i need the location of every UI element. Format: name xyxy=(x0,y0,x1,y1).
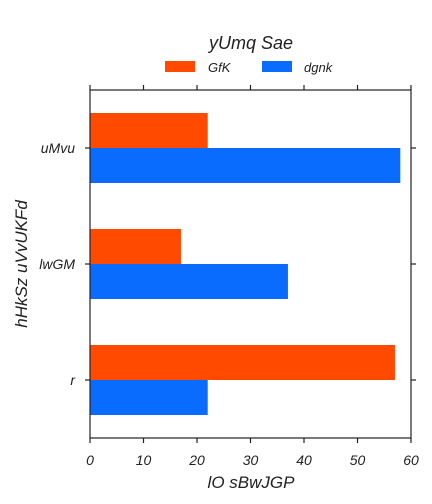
legend: GfK dgnk xyxy=(165,60,334,75)
legend-swatch-gfk xyxy=(165,61,195,72)
y-tick-label-uMvu: uMvu xyxy=(41,140,75,156)
bars-group xyxy=(90,113,401,415)
ticks-group: uMvu lwGM r 0 10 20 30 40 50 60 xyxy=(39,85,419,468)
x-tick-label-10: 10 xyxy=(136,452,152,468)
bar-GfK-lwGM xyxy=(90,229,181,264)
legend-swatch-dgnk xyxy=(262,61,292,72)
bar-dgnk-uMvu xyxy=(90,148,401,183)
x-tick-label-20: 20 xyxy=(188,452,205,468)
x-tick-label-60: 60 xyxy=(403,452,419,468)
plot-frame xyxy=(89,89,412,439)
bar-GfK-r xyxy=(90,345,395,380)
x-axis-label: lO sBwJGP xyxy=(208,473,296,492)
bar-GfK-uMvu xyxy=(90,113,208,148)
bar-dgnk-lwGM xyxy=(90,264,288,299)
chart-title: yUmq Sae xyxy=(207,33,293,53)
legend-label-dgnk: dgnk xyxy=(304,60,334,75)
y-tick-label-lwGM: lwGM xyxy=(39,256,75,272)
legend-label-gfk: GfK xyxy=(208,60,232,75)
x-tick-label-0: 0 xyxy=(86,452,94,468)
x-tick-label-40: 40 xyxy=(296,452,312,468)
y-axis-label: hHkSz uVvUKFd xyxy=(12,200,31,328)
x-tick-label-30: 30 xyxy=(243,452,259,468)
y-tick-label-r: r xyxy=(70,372,76,388)
x-tick-label-50: 50 xyxy=(350,452,366,468)
bar-dgnk-r xyxy=(90,380,208,415)
